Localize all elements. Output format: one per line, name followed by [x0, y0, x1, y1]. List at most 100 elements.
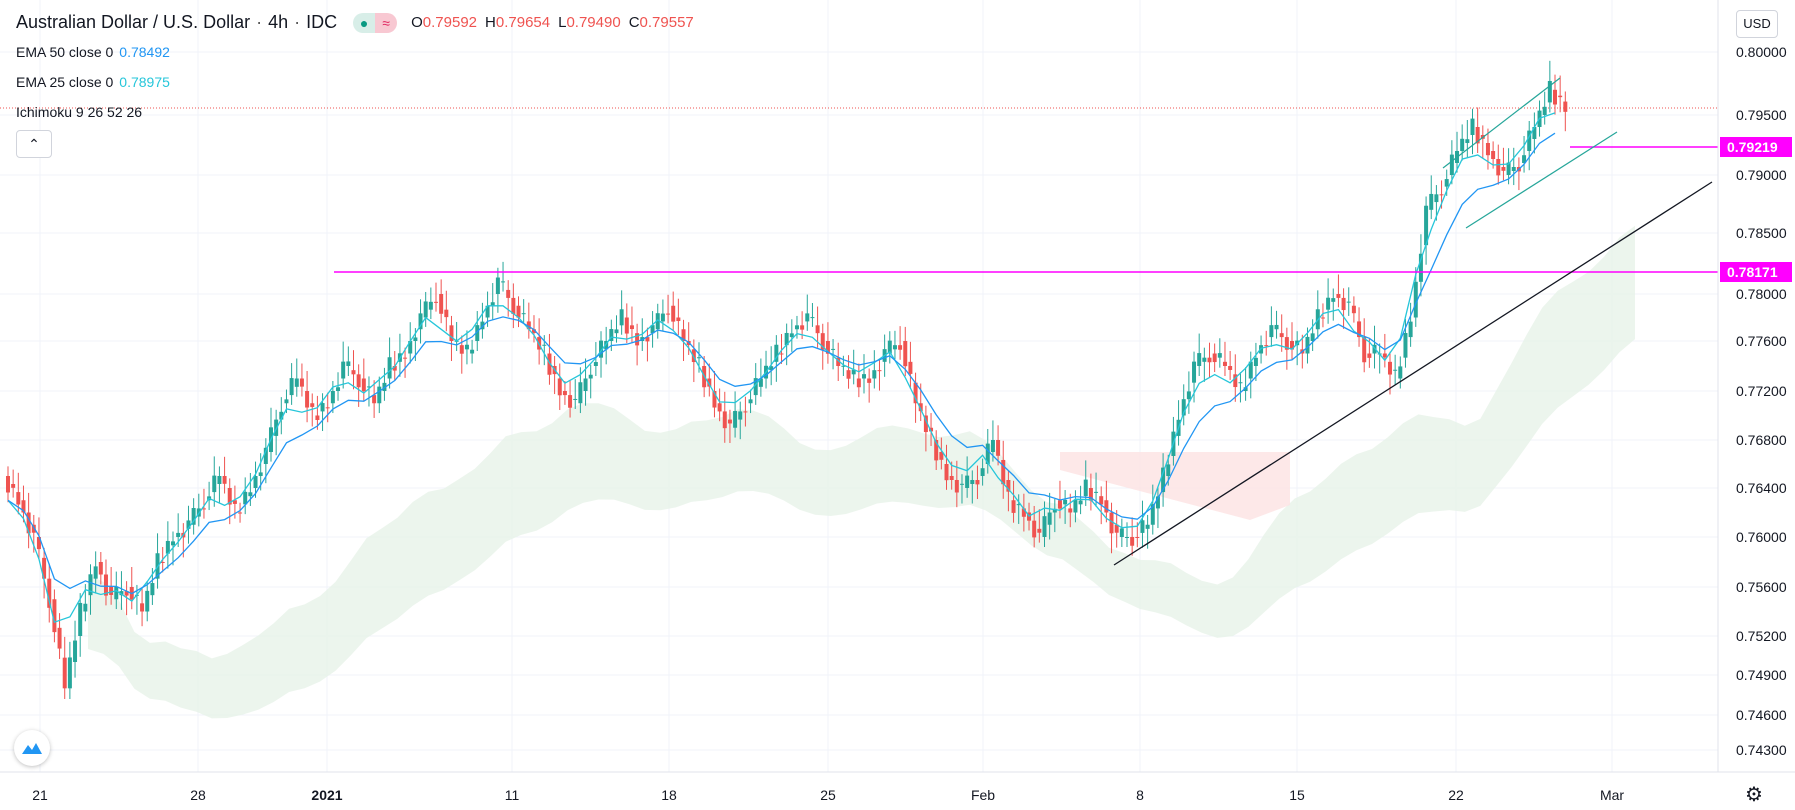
ichimoku-legend[interactable]: Ichimoku 9 26 52 26: [16, 104, 142, 120]
candle-body: [1011, 500, 1016, 513]
candle-body: [1140, 520, 1145, 533]
candle-body: [970, 480, 975, 484]
candle-body: [310, 403, 315, 407]
candle-body: [1032, 520, 1037, 538]
y-tick-label: 0.76000: [1736, 529, 1787, 545]
candle-body: [248, 492, 253, 497]
candle-body: [1527, 130, 1532, 151]
candle-body: [1336, 294, 1341, 298]
candle-body: [691, 349, 696, 363]
candle-body: [624, 317, 629, 334]
candle-body: [119, 591, 124, 596]
ohlc-low-value: 0.79490: [566, 14, 621, 31]
candle-body: [490, 302, 495, 306]
ema50-value: 0.78492: [119, 44, 170, 60]
candle-body: [856, 378, 861, 388]
candle-body: [1124, 537, 1129, 538]
candle-body: [727, 419, 732, 424]
candle-body: [1398, 366, 1403, 379]
candle-body: [1222, 361, 1227, 366]
x-tick-label: 18: [661, 787, 677, 803]
candle-body: [862, 374, 867, 379]
market-status-toggle[interactable]: ● ≈: [353, 12, 398, 33]
candle-body: [805, 313, 810, 322]
candle-body: [1511, 167, 1516, 171]
candle-body: [506, 289, 511, 298]
candle-body: [645, 337, 650, 342]
candle-body: [1501, 167, 1506, 171]
candle-body: [526, 321, 531, 330]
candle-body: [1207, 357, 1212, 363]
candle-body: [124, 591, 129, 596]
ema25-legend[interactable]: EMA 25 close 0 0.78975: [16, 74, 170, 90]
y-tick-label: 0.80000: [1736, 44, 1787, 60]
candle-body: [547, 353, 552, 375]
ohlc-open: O0.79592: [411, 14, 477, 31]
trend-line: [1113, 181, 1713, 566]
ohlc-open-value: 0.79592: [422, 14, 478, 31]
separator: ·: [294, 12, 301, 32]
candle-body: [748, 399, 753, 404]
candle-body: [789, 333, 794, 338]
candle-body: [1094, 491, 1099, 493]
tradingview-logo-icon[interactable]: [14, 730, 50, 766]
candle-body: [1491, 151, 1496, 159]
candle-body: [1145, 524, 1150, 529]
cloud-area-bear: [1060, 452, 1290, 520]
candle-body: [459, 345, 464, 354]
candle-body: [846, 370, 851, 379]
price-label: 0.79219: [1727, 139, 1778, 155]
candle-body: [1052, 508, 1057, 513]
candle-body: [774, 344, 779, 362]
candle-body: [418, 313, 423, 330]
candle-body: [434, 301, 439, 303]
ohlc-close: C0.79557: [629, 14, 694, 31]
candle-body: [1470, 118, 1475, 135]
candle-body: [934, 440, 939, 461]
chevron-up-icon: ⌃: [28, 136, 40, 152]
candle-body: [635, 333, 640, 346]
candle-body: [929, 427, 934, 432]
candle-body: [908, 361, 913, 374]
candle-body: [165, 540, 170, 554]
x-tick-label: 22: [1448, 787, 1464, 803]
interval-label[interactable]: 4h: [268, 12, 289, 32]
candle-body: [1155, 496, 1160, 509]
candle-body: [841, 365, 846, 367]
candle-body: [531, 329, 536, 333]
candle-body: [1460, 138, 1465, 151]
candle-body: [1233, 374, 1238, 388]
candle-body: [1021, 508, 1026, 517]
candle-body: [1057, 500, 1062, 509]
candle-body: [1449, 154, 1454, 175]
candle-body: [593, 362, 598, 366]
candle-body: [361, 378, 366, 392]
candle-body: [738, 411, 743, 420]
candle-body: [877, 370, 882, 372]
gear-icon[interactable]: ⚙: [1745, 784, 1763, 806]
x-tick-label: 2021: [311, 787, 342, 803]
ohlc-open-label: O: [411, 14, 423, 31]
ema50-legend[interactable]: EMA 50 close 0 0.78492: [16, 44, 170, 60]
candle-body: [975, 480, 980, 485]
candle-body: [1485, 143, 1490, 156]
y-tick-label: 0.74600: [1736, 707, 1787, 723]
candle-body: [325, 407, 330, 409]
candle-body: [1326, 297, 1331, 310]
candle-body: [1331, 298, 1336, 302]
collapse-legend-button[interactable]: ⌃: [16, 130, 52, 158]
candle-body: [201, 508, 206, 510]
candle-body: [1269, 325, 1274, 338]
candle-body: [681, 329, 686, 341]
symbol-title[interactable]: Australian Dollar / U.S. Dollar: [16, 12, 251, 32]
candle-body: [114, 586, 119, 600]
candle-body: [903, 341, 908, 367]
candle-body: [1367, 353, 1372, 358]
currency-button[interactable]: USD: [1736, 10, 1778, 38]
candle-body: [232, 500, 237, 504]
candle-body: [52, 599, 57, 633]
candle-body: [485, 305, 490, 318]
candle-body: [289, 378, 294, 396]
candle-body: [1424, 205, 1429, 246]
